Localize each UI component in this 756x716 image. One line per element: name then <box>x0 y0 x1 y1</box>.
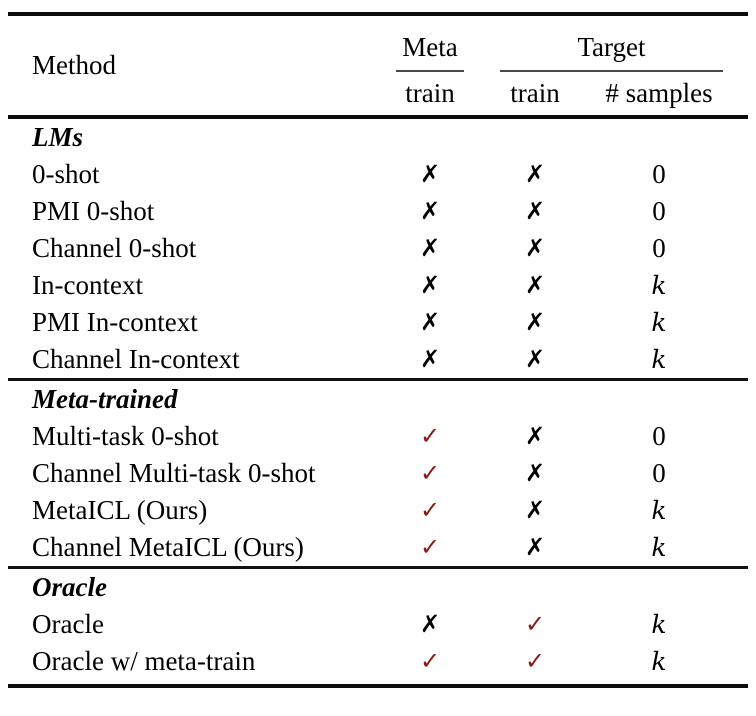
target-train-cross-mark: ✗ <box>524 271 546 299</box>
meta-train-cross-mark: ✗ <box>419 234 441 262</box>
section-rule <box>8 378 748 381</box>
meta-train-cross-mark: ✗ <box>419 308 441 336</box>
section-title-row: Meta-trained <box>8 381 748 418</box>
table-row: MetaICL (Ours) ✓ ✗ k <box>8 492 748 529</box>
method-cell: Channel 0-shot <box>32 233 197 263</box>
table-row: Channel 0-shot ✗ ✗ 0 <box>8 230 748 267</box>
method-cell: MetaICL (Ours) <box>32 495 208 525</box>
method-cell: Oracle w/ meta-train <box>32 646 256 676</box>
table-body: LMs 0-shot ✗ ✗ 0 PMI 0-shot ✗ ✗ 0 Channel 0-shot ✗… <box>8 119 748 680</box>
method-cell: Multi-task 0-shot <box>32 421 219 451</box>
section-title: Oracle <box>32 572 107 602</box>
meta-train-check-mark: ✓ <box>419 647 441 675</box>
meta-train-check-mark: ✓ <box>419 533 441 561</box>
num-samples-cell: 0 <box>652 421 666 451</box>
table-row: Channel Multi-task 0-shot ✓ ✗ 0 <box>8 455 748 492</box>
section-title: Meta-trained <box>32 384 178 414</box>
table-row: 0-shot ✗ ✗ 0 <box>8 156 748 193</box>
meta-train-cross-mark: ✗ <box>419 610 441 638</box>
num-samples-cell: k <box>651 308 667 337</box>
num-samples-cell: k <box>651 271 667 300</box>
paper-table: Method Meta train Target train # samples… <box>0 12 756 688</box>
table-row: PMI In-context ✗ ✗ k <box>8 304 748 341</box>
header-meta-train: train <box>405 78 455 108</box>
section-title-row: Oracle <box>8 569 748 606</box>
header-target-samples: # samples <box>605 78 713 108</box>
target-cmidrule <box>500 70 723 72</box>
meta-train-check-mark: ✓ <box>419 422 441 450</box>
section-title: LMs <box>32 122 84 152</box>
header-rule <box>8 115 748 119</box>
target-train-cross-mark: ✗ <box>524 345 546 373</box>
table-row: Oracle ✗ ✓ k <box>8 606 748 643</box>
method-cell: PMI 0-shot <box>32 196 155 226</box>
target-train-cross-mark: ✗ <box>524 459 546 487</box>
method-cell: In-context <box>32 270 143 300</box>
top-rule <box>8 12 748 16</box>
header-target-subcolumns: train # samples <box>500 72 748 115</box>
num-samples-cell: 0 <box>652 159 666 189</box>
section-rule <box>8 566 748 569</box>
meta-train-check-mark: ✓ <box>419 496 441 524</box>
table-row: Channel MetaICL (Ours) ✓ ✗ k <box>8 529 748 566</box>
target-train-check-mark: ✓ <box>524 610 546 638</box>
method-cell: 0-shot <box>32 159 100 189</box>
header-meta-label: Meta <box>402 32 458 62</box>
meta-train-cross-mark: ✗ <box>419 345 441 373</box>
meta-train-cross-mark: ✗ <box>419 197 441 225</box>
target-train-cross-mark: ✗ <box>524 234 546 262</box>
num-samples-cell: k <box>651 533 667 562</box>
target-train-check-mark: ✓ <box>524 647 546 675</box>
target-train-cross-mark: ✗ <box>524 308 546 336</box>
table-row: Multi-task 0-shot ✓ ✗ 0 <box>8 418 748 455</box>
header-method: Method <box>32 50 116 80</box>
target-train-cross-mark: ✗ <box>524 422 546 450</box>
table-header: Method Meta train Target train # samples <box>8 16 748 115</box>
num-samples-cell: k <box>651 345 667 374</box>
num-samples-cell: k <box>651 647 667 676</box>
method-cell: Channel In-context <box>32 344 240 374</box>
num-samples-cell: 0 <box>652 458 666 488</box>
target-train-cross-mark: ✗ <box>524 197 546 225</box>
target-train-cross-mark: ✗ <box>524 533 546 561</box>
meta-train-check-mark: ✓ <box>419 459 441 487</box>
header-target-train: train <box>510 78 560 108</box>
num-samples-cell: 0 <box>652 196 666 226</box>
header-meta-group: Meta train <box>360 16 500 115</box>
header-target-group: Target train # samples <box>500 16 748 115</box>
method-cell: Channel MetaICL (Ours) <box>32 532 304 562</box>
num-samples-cell: k <box>651 496 667 525</box>
bottom-rule <box>8 684 748 688</box>
table-row: Oracle w/ meta-train ✓ ✓ k <box>8 643 748 680</box>
table-row: In-context ✗ ✗ k <box>8 267 748 304</box>
section-title-row: LMs <box>8 119 748 156</box>
meta-train-cross-mark: ✗ <box>419 271 441 299</box>
header-target-label: Target <box>577 32 646 62</box>
method-cell: Oracle <box>32 609 104 639</box>
table-row: Channel In-context ✗ ✗ k <box>8 341 748 378</box>
target-train-cross-mark: ✗ <box>524 160 546 188</box>
method-cell: PMI In-context <box>32 307 198 337</box>
num-samples-cell: k <box>651 610 667 639</box>
target-train-cross-mark: ✗ <box>524 496 546 524</box>
meta-cmidrule <box>396 70 464 72</box>
table-row: PMI 0-shot ✗ ✗ 0 <box>8 193 748 230</box>
num-samples-cell: 0 <box>652 233 666 263</box>
method-cell: Channel Multi-task 0-shot <box>32 458 316 488</box>
meta-train-cross-mark: ✗ <box>419 160 441 188</box>
